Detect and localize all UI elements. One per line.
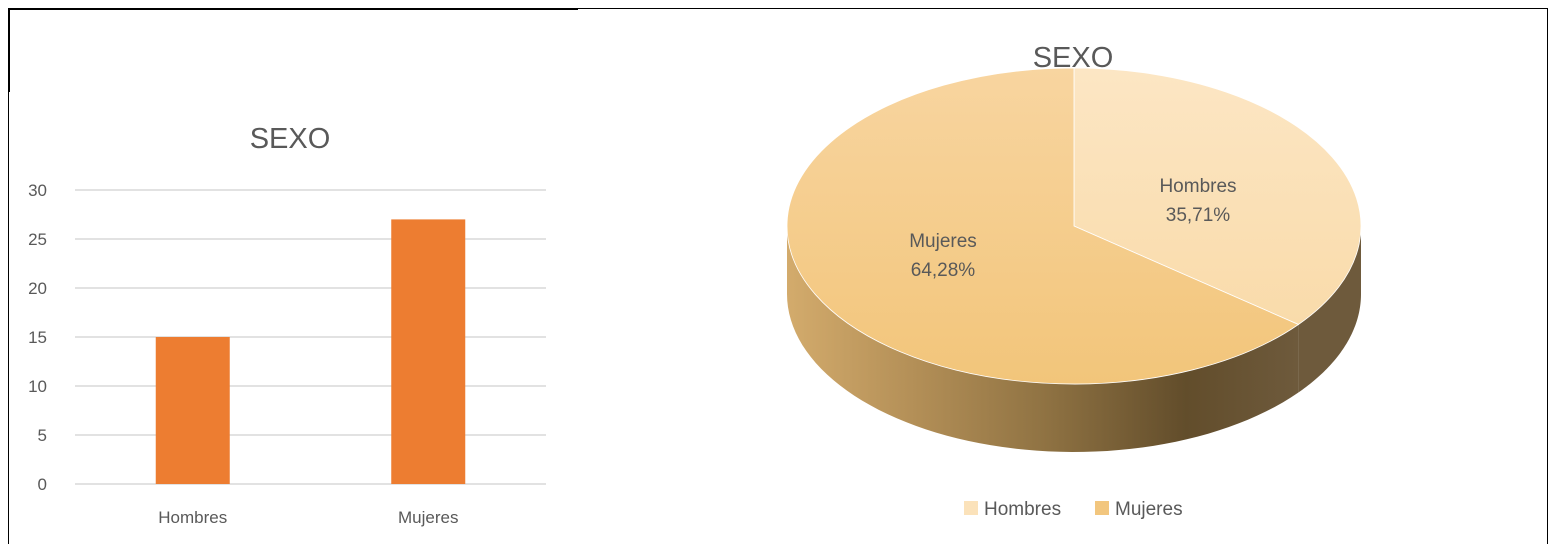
frame-border-top-left [8,8,578,10]
y-tick-label-0: 0 [38,475,47,494]
pie-side-mujeres [787,226,1299,452]
y-tick-label-10: 10 [28,377,47,396]
pie-chart-legend: Hombres Mujeres [964,499,1183,520]
legend-swatch-hombres [964,501,978,515]
bar-hombres [155,337,230,484]
x-tick-label-mujeres: Mujeres [398,508,458,527]
pie-slice-hombres [1073,67,1362,325]
x-tick-label-hombres: Hombres [158,508,227,527]
bar-chart-x-axis: Hombres Mujeres [158,508,458,527]
y-tick-label-15: 15 [28,328,47,347]
y-tick-label-30: 30 [28,181,47,200]
legend-swatch-mujeres [1095,501,1109,515]
bar-mujeres [391,219,466,484]
legend-label-mujeres: Mujeres [1115,499,1183,520]
bar-chart-gridlines [75,189,546,485]
bar-chart-y-axis: 0 5 10 15 20 25 30 [28,181,47,494]
pie-chart-body [786,67,1362,452]
pie-label-name-mujeres: Mujeres [909,231,977,252]
pie-label-name-hombres: Hombres [1159,176,1236,197]
y-tick-label-20: 20 [28,279,47,298]
pie-chart-data-labels: Hombres 35,71% Mujeres 64,28% [909,176,1236,281]
pie-label-value-hombres: 35,71% [1166,205,1231,226]
y-tick-label-5: 5 [38,426,47,445]
frame-border-left-top [8,8,10,92]
y-tick-label-25: 25 [28,230,47,249]
pie-side-hombres [1298,226,1361,393]
pie-label-value-mujeres: 64,28% [911,260,976,281]
bar-chart-bars [155,219,466,484]
frame-border-top-right [578,8,1548,9]
bar-chart-title: SEXO [250,123,331,155]
frame-border-left [8,92,9,544]
pie-slice-mujeres [786,67,1300,385]
legend-label-hombres: Hombres [984,499,1061,520]
frame-border-right [1547,8,1548,544]
bar-chart: SEXO 0 5 10 15 20 25 30 Hombres Mujeres [28,123,546,527]
